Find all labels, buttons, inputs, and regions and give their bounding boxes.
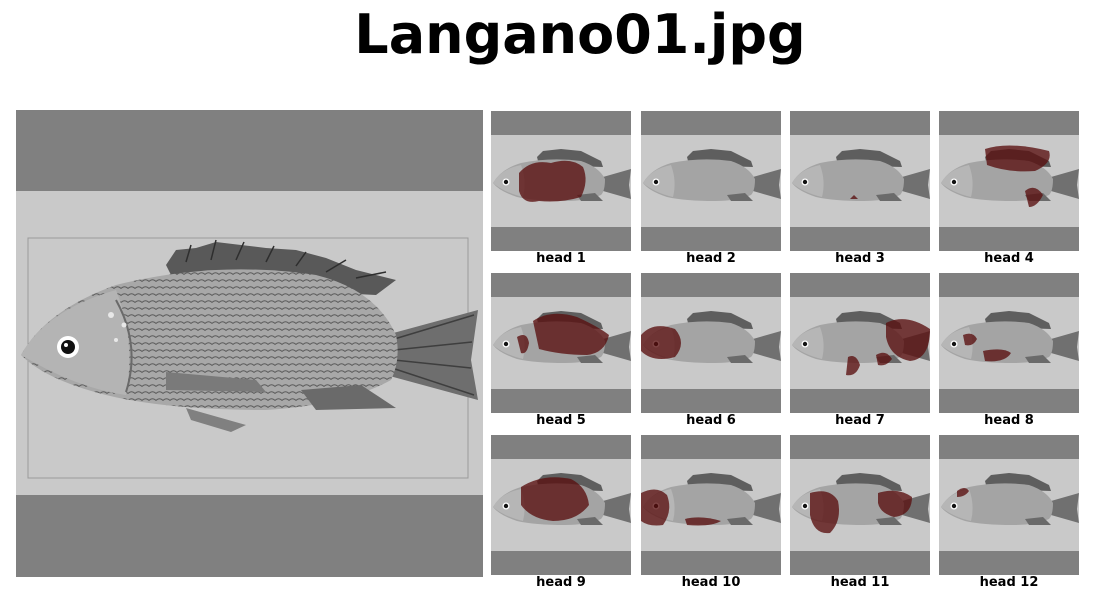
head-image bbox=[641, 111, 781, 251]
head-label: head 12 bbox=[979, 575, 1039, 590]
attention-overlay bbox=[1025, 187, 1043, 207]
head-label: head 6 bbox=[686, 413, 736, 428]
head-image bbox=[641, 435, 781, 575]
head-attention-map bbox=[790, 297, 930, 389]
head-image bbox=[491, 435, 631, 575]
attention-overlay bbox=[846, 356, 860, 376]
head-label: head 8 bbox=[984, 413, 1034, 428]
head-attention-map bbox=[939, 459, 1079, 551]
attention-overlay bbox=[533, 313, 609, 355]
head-image bbox=[641, 273, 781, 413]
head-cell: head 5 bbox=[491, 272, 631, 434]
attention-overlay bbox=[876, 352, 892, 366]
fish-photo bbox=[16, 191, 483, 495]
head-label: head 2 bbox=[686, 251, 736, 266]
head-cell: head 9 bbox=[491, 434, 631, 596]
head-cell: head 8 bbox=[939, 272, 1079, 434]
head-attention-map bbox=[641, 297, 781, 389]
head-cell: head 4 bbox=[939, 110, 1079, 272]
attention-overlay bbox=[985, 145, 1050, 172]
head-cell: head 1 bbox=[491, 110, 631, 272]
head-attention-map bbox=[939, 135, 1079, 227]
attention-overlay bbox=[983, 349, 1011, 362]
head-attention-map bbox=[790, 459, 930, 551]
figure-title: Langano01.jpg bbox=[354, 3, 806, 66]
head-label: head 1 bbox=[536, 251, 586, 266]
head-image bbox=[939, 435, 1079, 575]
head-label: head 9 bbox=[536, 575, 586, 590]
head-attention-map bbox=[491, 135, 631, 227]
head-cell: head 11 bbox=[790, 434, 930, 596]
head-attention-map bbox=[641, 135, 781, 227]
attention-overlay bbox=[963, 333, 977, 346]
head-image bbox=[790, 111, 930, 251]
head-cell: head 7 bbox=[790, 272, 930, 434]
attention-overlay bbox=[850, 195, 858, 199]
attention-overlay bbox=[810, 491, 839, 534]
head-attention-map bbox=[641, 459, 781, 551]
head-cell: head 12 bbox=[939, 434, 1079, 596]
attention-overlay bbox=[641, 489, 670, 526]
attention-overlay bbox=[886, 319, 930, 361]
head-attention-map bbox=[491, 459, 631, 551]
head-label: head 11 bbox=[830, 575, 890, 590]
head-attention-map bbox=[790, 135, 930, 227]
head-cell: head 6 bbox=[641, 272, 781, 434]
head-image bbox=[939, 273, 1079, 413]
head-label: head 4 bbox=[984, 251, 1034, 266]
head-cell: head 2 bbox=[641, 110, 781, 272]
head-image bbox=[491, 273, 631, 413]
head-image bbox=[790, 273, 930, 413]
attention-overlay bbox=[957, 488, 969, 497]
head-label: head 3 bbox=[835, 251, 885, 266]
head-label: head 7 bbox=[835, 413, 885, 428]
head-label: head 5 bbox=[536, 413, 586, 428]
attention-overlay bbox=[521, 477, 589, 521]
attention-overlay bbox=[878, 490, 912, 517]
attention-overlay bbox=[517, 335, 529, 354]
head-label: head 10 bbox=[681, 575, 741, 590]
attention-overlay bbox=[685, 517, 721, 526]
head-image bbox=[491, 111, 631, 251]
head-image bbox=[939, 111, 1079, 251]
attention-overlay bbox=[519, 160, 586, 202]
head-cell: head 3 bbox=[790, 110, 930, 272]
head-attention-map bbox=[939, 297, 1079, 389]
attention-overlay bbox=[641, 326, 681, 359]
head-cell: head 10 bbox=[641, 434, 781, 596]
head-image bbox=[790, 435, 930, 575]
head-attention-map bbox=[491, 297, 631, 389]
main-fish-image bbox=[16, 110, 483, 577]
